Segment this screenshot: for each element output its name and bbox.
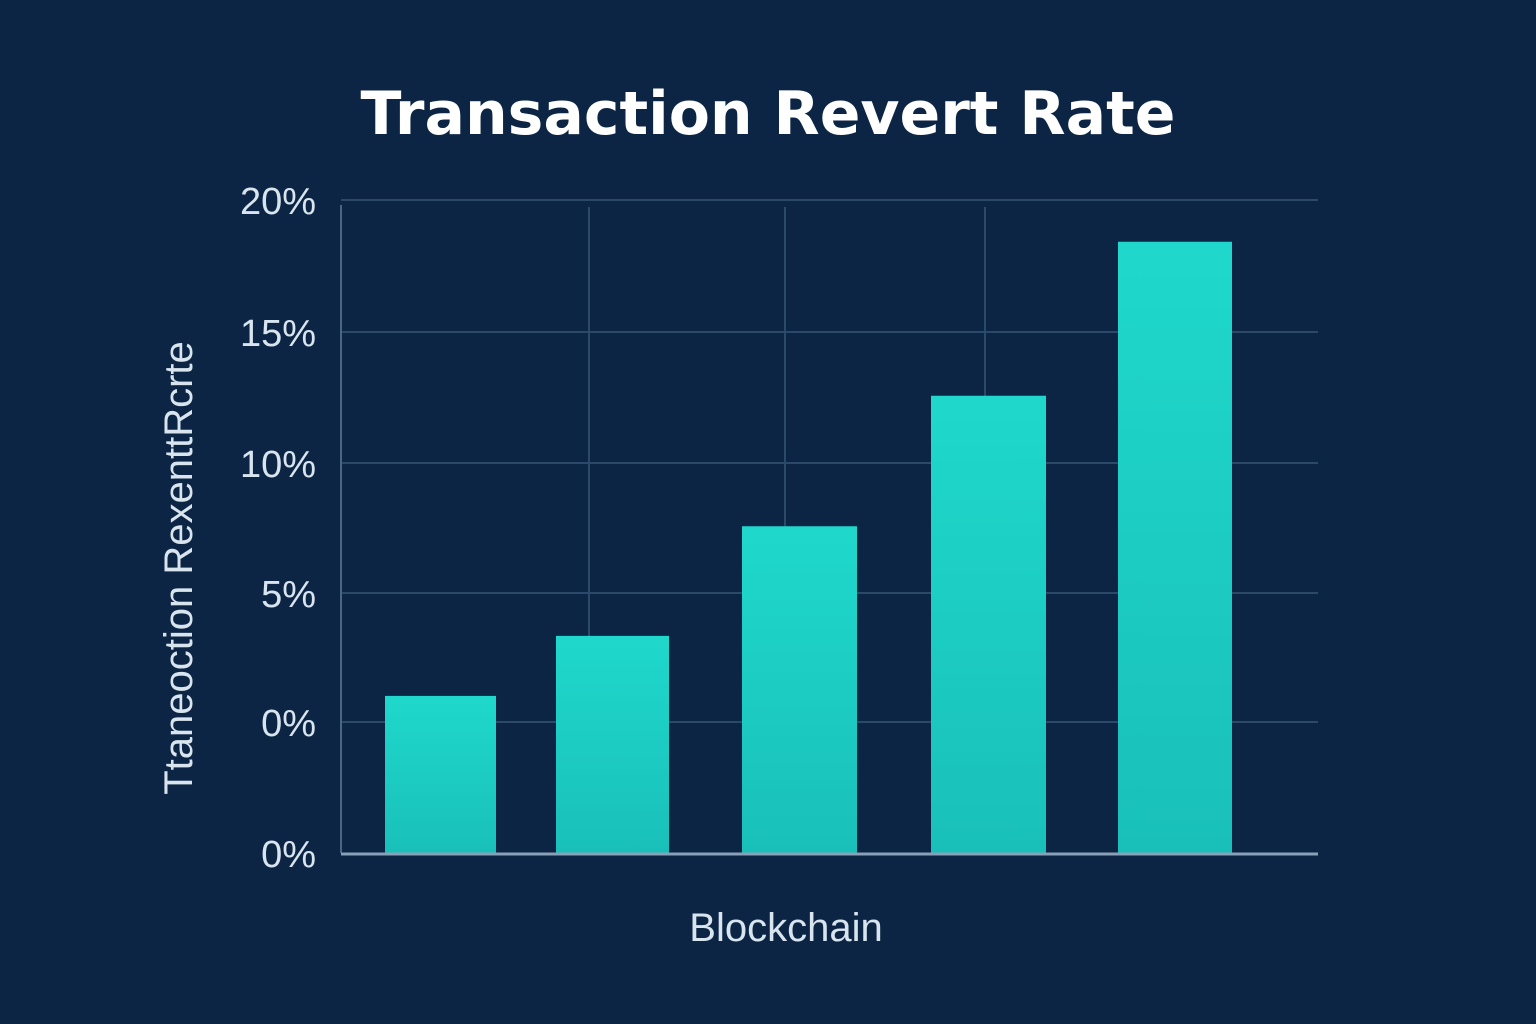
bar-1 [385, 695, 496, 853]
x-axis-label: Blockchain [689, 906, 882, 950]
bar-3 [742, 526, 857, 853]
y-tick-label: 10% [240, 444, 316, 486]
y-tick-label: 0% [261, 834, 316, 876]
bars [385, 241, 1232, 853]
y-axis-ticks: 20% 15% 10% 5% 0% 0% [240, 181, 316, 876]
chart-title: Transaction Revert Rate [361, 79, 1176, 149]
bar-5 [1118, 241, 1232, 853]
bar-4 [931, 395, 1046, 853]
y-tick-label: 5% [261, 574, 316, 616]
y-tick-label: 20% [240, 181, 316, 223]
y-tick-label: 15% [240, 313, 316, 355]
bar-2 [556, 635, 669, 853]
y-axis-label: Ttaneoction RexenttRcrte [157, 341, 201, 795]
y-tick-label: 0% [261, 703, 316, 745]
